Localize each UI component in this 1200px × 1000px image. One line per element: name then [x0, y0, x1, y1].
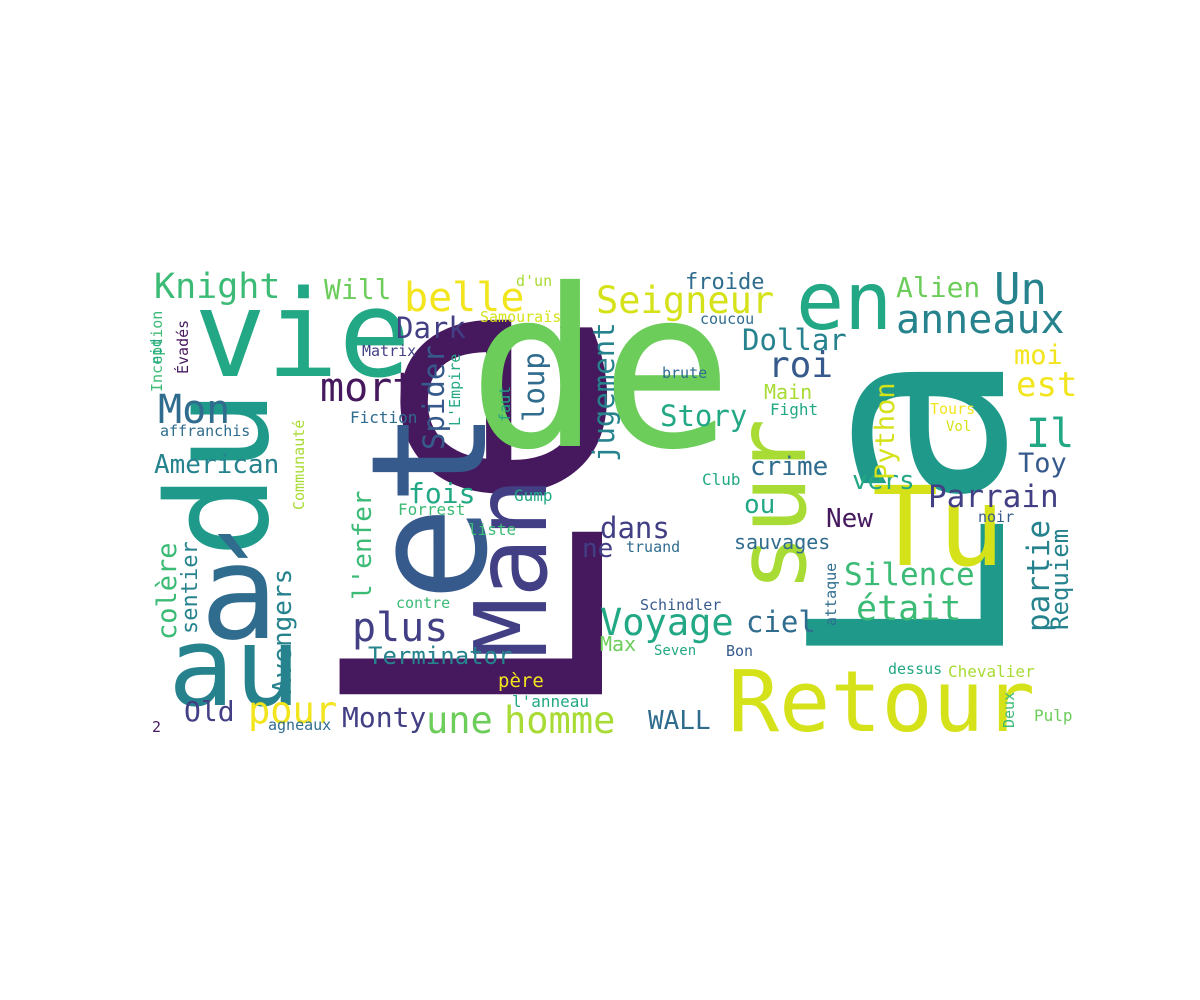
word-samourais: Samouraïs: [480, 308, 562, 326]
word-l-anneau: l'anneau: [512, 692, 590, 711]
word-mort: mort: [320, 365, 417, 411]
word-bon: Bon: [726, 642, 754, 660]
word-dark: Dark: [396, 311, 466, 345]
word-gump: Gump: [514, 486, 553, 505]
word-voyage: Voyage: [600, 601, 734, 644]
word-chevalier: Chevalier: [948, 662, 1035, 681]
word-sauvages: sauvages: [734, 530, 831, 554]
word-max: Max: [600, 632, 637, 656]
word-vers: vers: [852, 466, 915, 496]
word-ne: ne: [582, 534, 614, 564]
word-seigneur: Seigneur: [596, 279, 775, 322]
word-pere: père: [498, 670, 544, 692]
word-affranchis: affranchis: [160, 422, 251, 440]
word-est: est: [1016, 365, 1078, 405]
word-sentier: sentier: [178, 541, 203, 634]
word-dollar: Dollar: [742, 323, 847, 357]
word-belle: belle: [404, 275, 525, 321]
word-terminator: Terminator: [368, 642, 513, 670]
word-dans: dans: [600, 511, 670, 545]
word-dessus: dessus: [888, 660, 943, 678]
word-liste: liste: [468, 520, 517, 539]
word-etait: était: [856, 589, 962, 629]
word-jugement: jugement: [587, 322, 621, 462]
word-moi: moi: [1014, 340, 1063, 371]
word-will: Will: [324, 273, 392, 306]
word-en: en: [796, 262, 893, 348]
word-contre: contre: [396, 594, 451, 612]
word-froide: froide: [685, 270, 765, 295]
word-parrain: Parrain: [928, 479, 1059, 515]
word-new: New: [826, 504, 873, 534]
word-communaute: Communauté: [290, 419, 308, 510]
word-retour: Retour: [728, 653, 1036, 742]
word-forrest: Forrest: [398, 500, 466, 519]
word-coucou: coucou: [700, 310, 755, 328]
word-vol: Vol: [946, 419, 972, 435]
word-tu: Tu: [872, 463, 1005, 591]
word-wall: WALL: [648, 706, 711, 736]
word-d-un: d'un: [516, 272, 553, 290]
word-il: Il: [1026, 411, 1075, 457]
word-noir: noir: [978, 508, 1015, 526]
word-seven: Seven: [654, 643, 697, 659]
word-brute: brute: [662, 364, 708, 382]
word-requiem: Requiem: [1046, 528, 1074, 630]
word-2: 2: [152, 718, 162, 736]
word-nid: nid: [150, 338, 165, 364]
word-colere: colère: [152, 542, 183, 640]
word-deux: Deux: [1000, 691, 1018, 728]
word-crime: crime: [750, 452, 829, 482]
word-une: une: [426, 699, 493, 742]
word-fiction: Fiction: [350, 408, 418, 427]
word-american: American: [154, 450, 280, 480]
word-mon: Mon: [158, 387, 231, 433]
word-monty: Monty: [342, 701, 427, 734]
word-toy: Toy: [1018, 448, 1067, 479]
word-ciel: ciel: [746, 605, 816, 639]
word-attaque: attaque: [822, 562, 840, 626]
word-silence: Silence: [844, 557, 975, 593]
word-tours: Tours: [930, 400, 976, 418]
word-anneaux: anneaux: [896, 297, 1065, 343]
word-python: Python: [870, 382, 901, 480]
word-alien: Alien: [896, 271, 981, 304]
word-au: au: [168, 603, 301, 731]
word-schindler: Schindler: [640, 596, 722, 614]
word-matrix: Matrix: [362, 342, 417, 360]
word-old: Old: [184, 695, 235, 728]
word-evades: Évadés: [174, 319, 192, 374]
word-avengers: Avengers: [268, 568, 298, 694]
word-knight: Knight: [154, 267, 281, 307]
word-pulp: Pulp: [1034, 706, 1073, 725]
word-plus: plus: [352, 605, 449, 651]
word-ou: ou: [744, 490, 776, 520]
word-l-enfer: l'enfer: [348, 490, 378, 600]
word-agneaux: agneaux: [268, 716, 332, 734]
word-un: Un: [994, 264, 1047, 315]
word-cloud: Le La de et du vie au à sur Man en Tu Re…: [150, 262, 1078, 742]
word-faut: faut: [496, 385, 514, 422]
word-fight: Fight: [770, 400, 819, 419]
word-vie: vie: [194, 266, 411, 405]
word-spider: Spider: [417, 345, 451, 450]
word-main: Main: [764, 380, 813, 404]
word-homme: homme: [504, 699, 616, 742]
word-pour: pour: [248, 689, 338, 732]
word-truand: truand: [626, 538, 681, 556]
word-de: de: [468, 262, 733, 498]
word-a-grave: à: [200, 517, 279, 669]
word-club: Club: [702, 470, 741, 489]
word-story: Story: [660, 399, 748, 433]
word-fois: fois: [408, 477, 476, 510]
word-roi: roi: [768, 345, 834, 386]
word-loup: loup: [517, 352, 551, 422]
